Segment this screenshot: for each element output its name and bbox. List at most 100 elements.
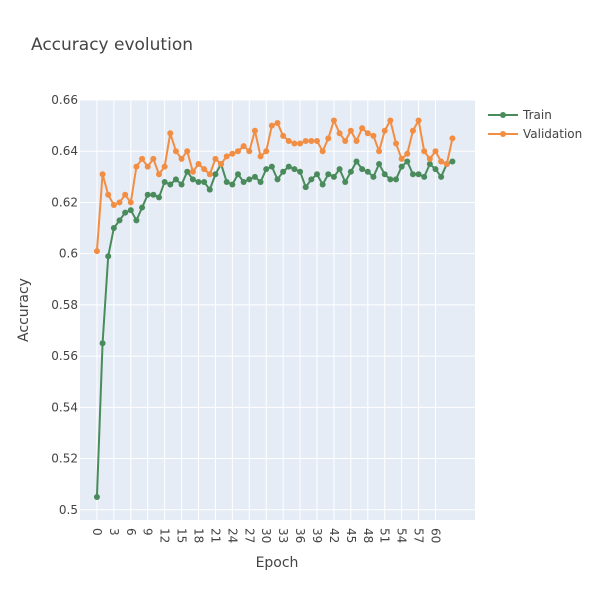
data-point[interactable] xyxy=(285,163,292,170)
data-point[interactable] xyxy=(206,186,213,193)
data-point[interactable] xyxy=(167,181,174,188)
data-point[interactable] xyxy=(421,173,428,180)
data-point[interactable] xyxy=(201,166,208,173)
data-point[interactable] xyxy=(178,155,185,162)
data-point[interactable] xyxy=(325,135,332,142)
data-point[interactable] xyxy=(139,155,146,162)
data-point[interactable] xyxy=(398,155,405,162)
data-point[interactable] xyxy=(184,168,191,175)
data-point[interactable] xyxy=(415,171,422,178)
data-point[interactable] xyxy=(449,158,456,165)
data-point[interactable] xyxy=(240,178,247,185)
data-point[interactable] xyxy=(370,173,377,180)
data-point[interactable] xyxy=(229,181,236,188)
data-point[interactable] xyxy=(364,130,371,137)
data-point[interactable] xyxy=(127,207,134,214)
data-point[interactable] xyxy=(122,191,129,198)
data-point[interactable] xyxy=(263,166,270,173)
data-point[interactable] xyxy=(347,127,354,134)
data-point[interactable] xyxy=(246,148,253,155)
data-point[interactable] xyxy=(330,173,337,180)
data-point[interactable] xyxy=(172,148,179,155)
data-point[interactable] xyxy=(426,161,433,168)
data-point[interactable] xyxy=(99,340,106,347)
data-point[interactable] xyxy=(449,135,456,142)
data-point[interactable] xyxy=(415,117,422,124)
data-point[interactable] xyxy=(280,132,287,139)
data-point[interactable] xyxy=(195,178,202,185)
data-point[interactable] xyxy=(274,176,281,183)
data-point[interactable] xyxy=(206,171,213,178)
data-point[interactable] xyxy=(280,168,287,175)
data-point[interactable] xyxy=(330,117,337,124)
data-point[interactable] xyxy=(212,171,219,178)
data-point[interactable] xyxy=(393,140,399,147)
data-point[interactable] xyxy=(218,161,225,168)
legend-item-validation[interactable]: Validation xyxy=(488,127,582,141)
data-point[interactable] xyxy=(398,163,405,170)
data-point[interactable] xyxy=(364,168,371,175)
data-point[interactable] xyxy=(302,184,309,191)
data-point[interactable] xyxy=(99,171,106,178)
data-point[interactable] xyxy=(251,127,258,134)
data-point[interactable] xyxy=(393,176,399,183)
data-point[interactable] xyxy=(116,217,123,224)
data-point[interactable] xyxy=(189,176,196,183)
data-point[interactable] xyxy=(359,125,366,132)
data-point[interactable] xyxy=(93,493,100,500)
data-point[interactable] xyxy=(353,137,360,144)
data-point[interactable] xyxy=(376,161,383,168)
data-point[interactable] xyxy=(274,120,281,127)
data-point[interactable] xyxy=(235,148,241,155)
data-point[interactable] xyxy=(432,166,439,173)
data-point[interactable] xyxy=(319,148,326,155)
data-point[interactable] xyxy=(291,140,298,147)
data-point[interactable] xyxy=(387,117,394,124)
data-point[interactable] xyxy=(308,176,315,183)
data-point[interactable] xyxy=(150,191,157,198)
data-point[interactable] xyxy=(291,166,298,173)
data-point[interactable] xyxy=(319,181,326,188)
data-point[interactable] xyxy=(336,130,343,137)
data-point[interactable] xyxy=(263,148,270,155)
data-point[interactable] xyxy=(325,171,332,178)
data-point[interactable] xyxy=(409,127,416,134)
data-point[interactable] xyxy=(353,158,360,165)
data-point[interactable] xyxy=(133,163,140,170)
data-point[interactable] xyxy=(144,191,151,198)
data-point[interactable] xyxy=(421,148,428,155)
data-point[interactable] xyxy=(257,153,264,160)
data-point[interactable] xyxy=(156,171,162,178)
data-point[interactable] xyxy=(110,225,117,232)
data-point[interactable] xyxy=(251,173,258,180)
data-point[interactable] xyxy=(223,153,230,160)
legend-item-train[interactable]: Train xyxy=(488,108,552,122)
data-point[interactable] xyxy=(167,130,174,137)
data-point[interactable] xyxy=(376,148,383,155)
data-point[interactable] xyxy=(223,178,230,185)
data-point[interactable] xyxy=(268,122,275,129)
data-point[interactable] xyxy=(201,178,208,185)
data-point[interactable] xyxy=(359,166,366,173)
data-point[interactable] xyxy=(404,158,411,165)
data-point[interactable] xyxy=(93,248,100,255)
data-point[interactable] xyxy=(122,209,129,216)
data-point[interactable] xyxy=(381,171,388,178)
data-point[interactable] xyxy=(189,168,196,175)
data-point[interactable] xyxy=(342,178,349,185)
data-point[interactable] xyxy=(172,176,179,183)
data-point[interactable] xyxy=(240,143,247,150)
data-point[interactable] xyxy=(105,191,112,198)
data-point[interactable] xyxy=(314,171,320,178)
data-point[interactable] xyxy=(161,178,168,185)
data-point[interactable] xyxy=(127,199,134,206)
data-point[interactable] xyxy=(139,204,146,211)
data-point[interactable] xyxy=(409,171,416,178)
data-point[interactable] xyxy=(404,150,411,157)
data-point[interactable] xyxy=(133,217,140,224)
data-point[interactable] xyxy=(150,155,157,162)
data-point[interactable] xyxy=(297,168,304,175)
data-point[interactable] xyxy=(297,140,304,147)
data-point[interactable] xyxy=(347,168,354,175)
data-point[interactable] xyxy=(314,137,320,144)
